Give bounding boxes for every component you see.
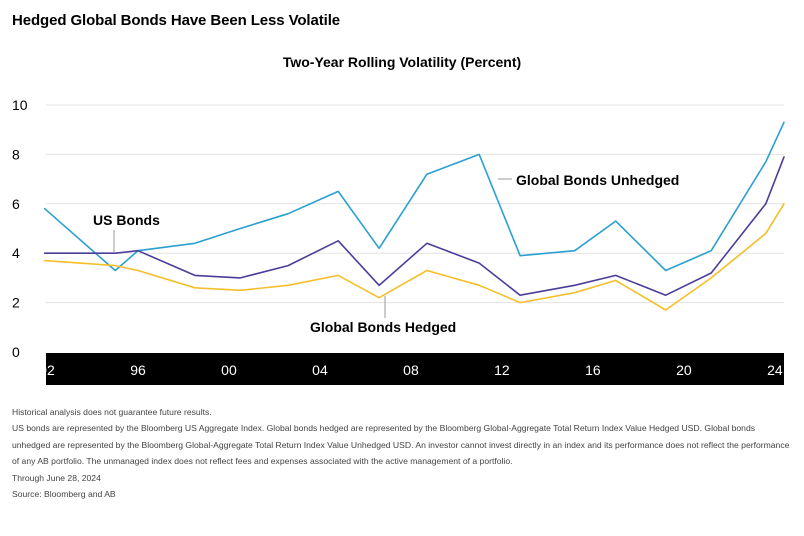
disclaimer-text: Historical analysis does not guarantee f…: [12, 407, 212, 417]
x-axis-band: [46, 353, 784, 385]
x-tick-label: 00: [221, 362, 237, 378]
y-tick-label: 8: [12, 146, 20, 162]
y-tick-label: 10: [12, 97, 28, 113]
annotation-label: Global Bonds Unhedged: [516, 172, 679, 188]
x-tick-label: 24: [767, 362, 783, 378]
through-date-text: Through June 28, 2024: [12, 472, 101, 483]
x-tick-label: 08: [403, 362, 419, 378]
x-tick-label: 92: [39, 362, 55, 378]
y-tick-label: 2: [12, 295, 20, 311]
chart-title: Two-Year Rolling Volatility (Percent): [282, 54, 522, 70]
page-title: Hedged Global Bonds Have Been Less Volat…: [12, 12, 341, 29]
series-line-global-bonds-unhedged: [43, 121, 785, 272]
x-tick-label: 16: [585, 362, 601, 378]
x-tick-label: 96: [130, 362, 146, 378]
series-line-us-bonds: [43, 156, 785, 297]
y-tick-label: 6: [12, 196, 20, 212]
index-note-text: US bonds are represented by the Bloomber…: [12, 423, 790, 467]
x-tick-label: 20: [676, 362, 692, 378]
source-text: Source: Bloomberg and AB: [12, 489, 116, 500]
footnotes: Historical analysis does not guarantee f…: [12, 404, 792, 502]
y-tick-label: 4: [12, 245, 20, 261]
x-tick-label: 12: [494, 362, 510, 378]
y-tick-label: 0: [12, 344, 20, 360]
series-line-global-bonds-hedged: [43, 203, 785, 311]
annotation-label: US Bonds: [93, 212, 160, 228]
x-tick-label: 04: [312, 362, 328, 378]
annotation-label: Global Bonds Hedged: [310, 319, 456, 335]
